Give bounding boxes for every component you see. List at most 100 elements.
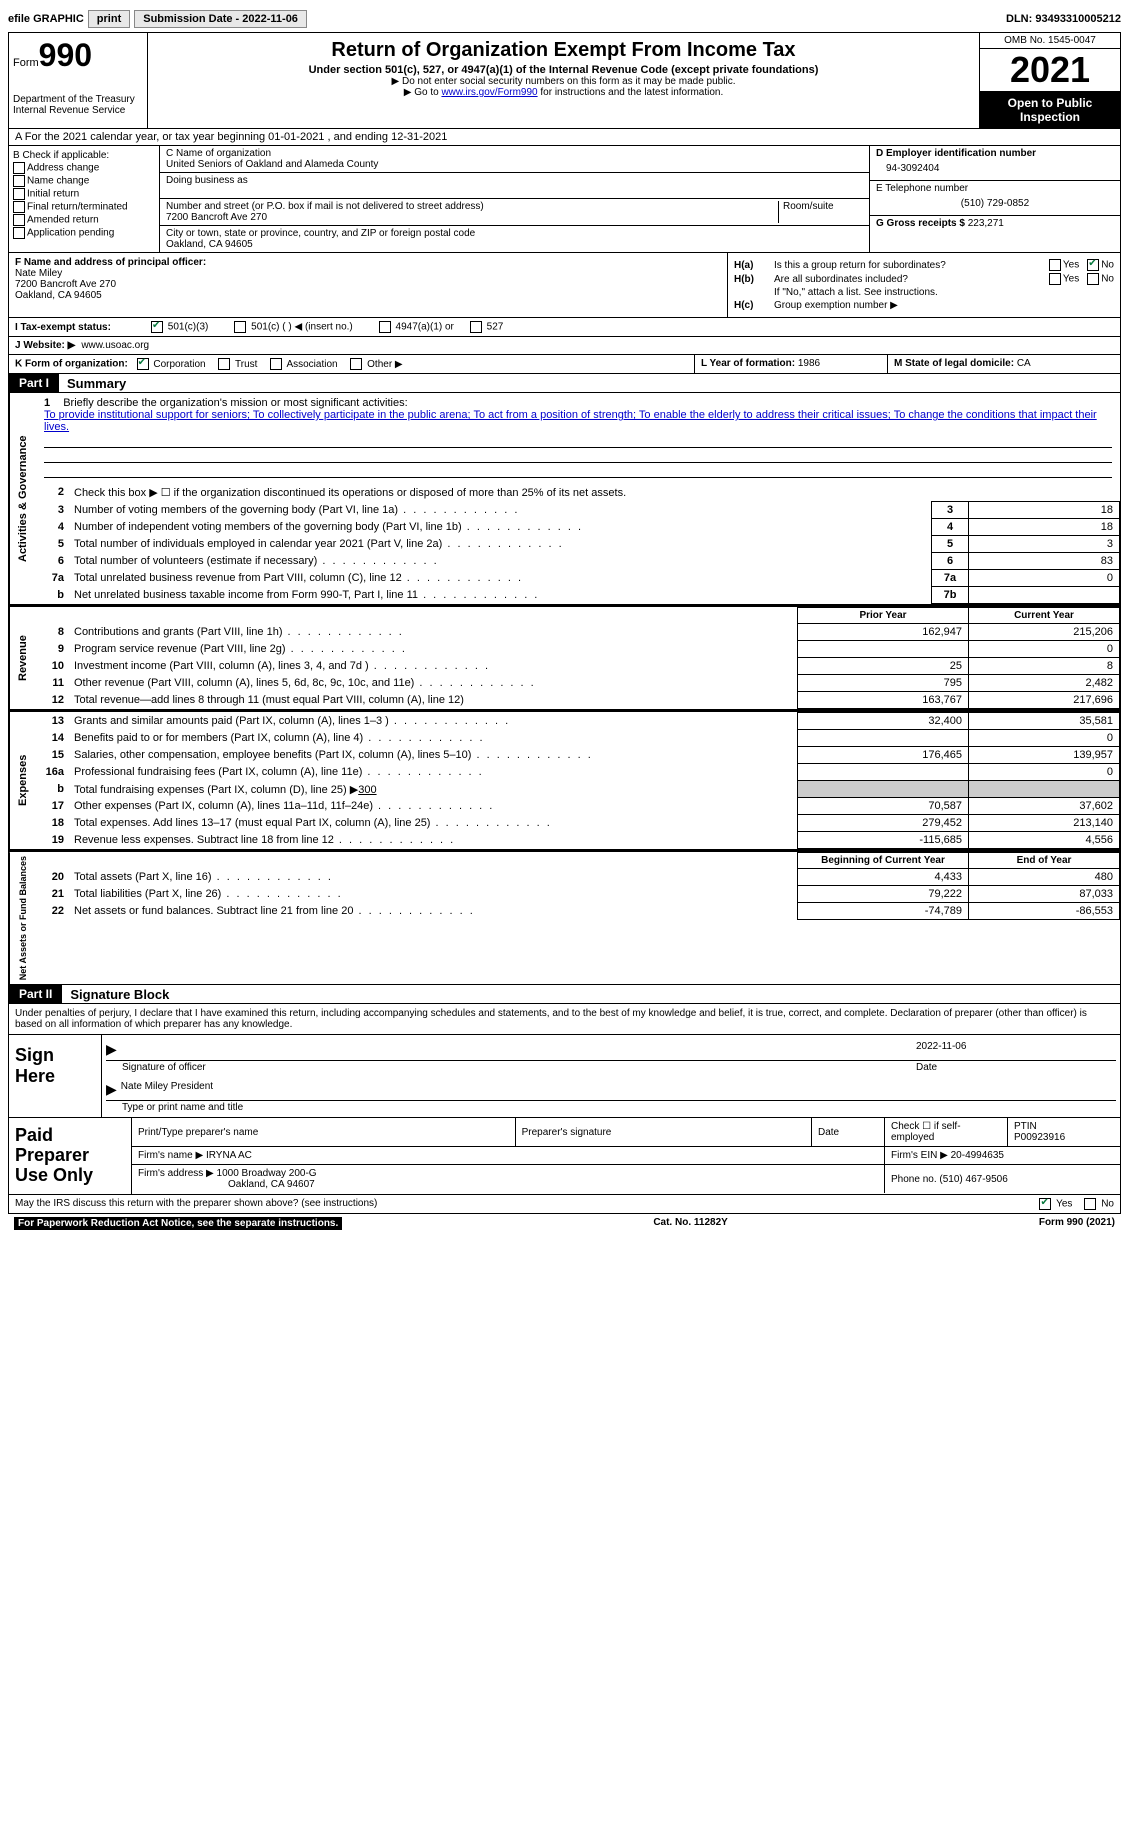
firm-addr2: Oakland, CA 94607	[138, 1179, 315, 1190]
officer-addr1: 7200 Bancroft Ave 270	[15, 279, 721, 290]
submission-date-button[interactable]: Submission Date - 2022-11-06	[134, 10, 307, 28]
line3-box: 3	[932, 502, 969, 519]
ha-text: Is this a group return for subordinates?	[774, 260, 1049, 271]
line3-val: 18	[969, 502, 1120, 519]
governance-side-label: Activities & Governance	[9, 393, 36, 604]
form-org-label: K Form of organization:	[15, 359, 128, 370]
form-ref: Form 990 (2021)	[1039, 1217, 1115, 1230]
discuss-no[interactable]: No	[1084, 1198, 1114, 1210]
firm-phone-cell: Phone no. (510) 467-9506	[885, 1165, 1121, 1194]
check-527[interactable]: 527	[470, 321, 503, 333]
mission-text: To provide institutional support for sen…	[44, 409, 1097, 433]
line9-num: 9	[36, 641, 70, 658]
firm-phone: (510) 467-9506	[939, 1174, 1007, 1185]
check-501c3[interactable]: 501(c)(3)	[151, 321, 208, 333]
line16b-text: Total fundraising expenses (Part IX, col…	[70, 781, 798, 798]
line21-cur: 87,033	[969, 886, 1120, 903]
prep-date-header: Date	[812, 1118, 885, 1147]
line19-prior: -115,685	[798, 832, 969, 849]
expenses-table: 13Grants and similar amounts paid (Part …	[36, 712, 1120, 849]
line20-num: 20	[36, 869, 70, 886]
tax-year: 2021	[980, 49, 1120, 92]
ein-label: D Employer identification number	[876, 148, 1114, 159]
line11-prior: 795	[798, 675, 969, 692]
form-word: Form	[13, 57, 39, 69]
footer-final: For Paperwork Reduction Act Notice, see …	[8, 1214, 1121, 1233]
check-amended[interactable]: Amended return	[13, 214, 155, 226]
discuss-text: May the IRS discuss this return with the…	[15, 1198, 1039, 1209]
officer-name: Nate Miley	[15, 268, 721, 279]
check-application-pending[interactable]: Application pending	[13, 227, 155, 239]
line5-val: 3	[969, 536, 1120, 553]
ptin-value: P00923916	[1014, 1132, 1065, 1143]
sig-date: 2022-11-06	[916, 1041, 1116, 1059]
line1-num: 1	[44, 397, 50, 409]
line7a-text: Total unrelated business revenue from Pa…	[70, 570, 932, 587]
line18-cur: 213,140	[969, 815, 1120, 832]
check-address-change[interactable]: Address change	[13, 162, 155, 174]
year-formation: 1986	[798, 358, 820, 369]
line8-text: Contributions and grants (Part VIII, lin…	[70, 624, 798, 641]
sign-here-row: Sign Here ▶ 2022-11-06 Signature of offi…	[8, 1035, 1121, 1118]
check-4947[interactable]: 4947(a)(1) or	[379, 321, 454, 333]
ein-value: 94-3092404	[876, 159, 1114, 178]
line8-prior: 162,947	[798, 624, 969, 641]
row-k-form-org: K Form of organization: Corporation Trus…	[8, 355, 1121, 374]
expenses-side-label: Expenses	[9, 712, 36, 849]
year-formation-label: L Year of formation:	[701, 358, 795, 369]
state-domicile: CA	[1017, 358, 1031, 369]
goto-note: ▶ Go to www.irs.gov/Form990 for instruct…	[152, 87, 975, 98]
line7a-num: 7a	[36, 570, 70, 587]
col-b-checkboxes: B Check if applicable: Address change Na…	[9, 146, 160, 252]
line5-box: 5	[932, 536, 969, 553]
discuss-yes[interactable]: Yes	[1039, 1198, 1072, 1210]
section-fh: F Name and address of principal officer:…	[8, 253, 1121, 318]
room-suite-label: Room/suite	[779, 201, 863, 223]
line16b-prior-shaded	[798, 781, 969, 798]
check-501c[interactable]: 501(c) ( ) ◀ (insert no.)	[234, 321, 352, 333]
cat-no: Cat. No. 11282Y	[653, 1217, 727, 1230]
check-final-return[interactable]: Final return/terminated	[13, 201, 155, 213]
officer-name-title: Nate Miley President	[121, 1081, 213, 1099]
website-value: www.usoac.org	[81, 340, 149, 351]
ha-no[interactable]: No	[1087, 259, 1114, 271]
check-initial-return[interactable]: Initial return	[13, 188, 155, 200]
dln-label: DLN: 93493310005212	[1006, 13, 1121, 25]
goto-suffix: for instructions and the latest informat…	[538, 87, 724, 98]
line11-text: Other revenue (Part VIII, column (A), li…	[70, 675, 798, 692]
gross-receipts-value: 223,271	[968, 218, 1004, 229]
print-button[interactable]: print	[88, 10, 130, 28]
line17-cur: 37,602	[969, 798, 1120, 815]
line14-text: Benefits paid to or for members (Part IX…	[70, 730, 798, 747]
ha-yes[interactable]: Yes	[1049, 259, 1079, 271]
check-name-change[interactable]: Name change	[13, 175, 155, 187]
revenue-side-label: Revenue	[9, 607, 36, 709]
check-other[interactable]: Other ▶	[350, 359, 402, 370]
hb-no[interactable]: No	[1087, 273, 1114, 285]
check-corp[interactable]: Corporation	[137, 359, 206, 370]
part1-badge: Part I	[9, 374, 59, 392]
line20-text: Total assets (Part X, line 16)	[70, 869, 798, 886]
firm-name: IRYNA AC	[206, 1150, 252, 1161]
line13-cur: 35,581	[969, 713, 1120, 730]
line18-prior: 279,452	[798, 815, 969, 832]
firm-ein-cell: Firm's EIN ▶ 20-4994635	[885, 1147, 1121, 1165]
gross-receipts-label: G Gross receipts $	[876, 218, 965, 229]
col-c-org-info: C Name of organization United Seniors of…	[160, 146, 869, 252]
line19-text: Revenue less expenses. Subtract line 18 …	[70, 832, 798, 849]
line3-num: 3	[36, 502, 70, 519]
line16a-text: Professional fundraising fees (Part IX, …	[70, 764, 798, 781]
line6-val: 83	[969, 553, 1120, 570]
check-trust[interactable]: Trust	[218, 359, 257, 370]
check-assoc[interactable]: Association	[270, 359, 337, 370]
line7a-val: 0	[969, 570, 1120, 587]
preparer-row: Paid Preparer Use Only Print/Type prepar…	[8, 1118, 1121, 1194]
line21-prior: 79,222	[798, 886, 969, 903]
line14-cur: 0	[969, 730, 1120, 747]
line7b-num: b	[36, 587, 70, 604]
line5-text: Total number of individuals employed in …	[70, 536, 932, 553]
hb-yes[interactable]: Yes	[1049, 273, 1079, 285]
irs-link[interactable]: www.irs.gov/Form990	[441, 87, 537, 98]
line14-num: 14	[36, 730, 70, 747]
line4-val: 18	[969, 519, 1120, 536]
